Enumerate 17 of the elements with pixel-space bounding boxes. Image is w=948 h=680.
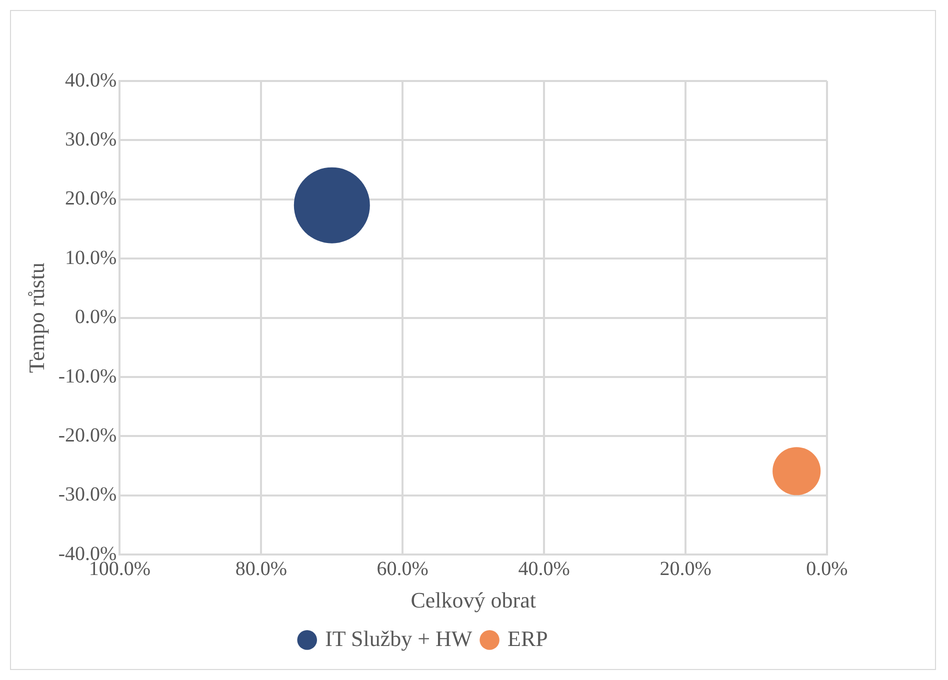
y-tick-label: 40.0% [65,69,117,92]
y-tick-label: -10.0% [58,365,117,388]
y-tick-label: -30.0% [58,484,117,506]
x-tick-label: 0.0% [806,558,848,580]
x-axis-title: Celkový obrat [410,588,536,613]
legend-label: IT Služby + HW [325,626,472,651]
x-tick-label: 80.0% [235,558,288,580]
y-tick-label: -20.0% [58,424,117,446]
y-axis-title: Tempo růstu [24,262,49,373]
y-tick-label: 10.0% [65,246,117,269]
y-tick-label: 30.0% [65,128,117,150]
x-tick-label: 40.0% [518,558,570,580]
y-tick-label: 20.0% [65,188,117,210]
x-tick-label: 60.0% [376,558,428,580]
legend-label: ERP [508,626,548,651]
x-tick-label: 20.0% [660,558,712,580]
y-tick-label: 0.0% [75,306,117,328]
